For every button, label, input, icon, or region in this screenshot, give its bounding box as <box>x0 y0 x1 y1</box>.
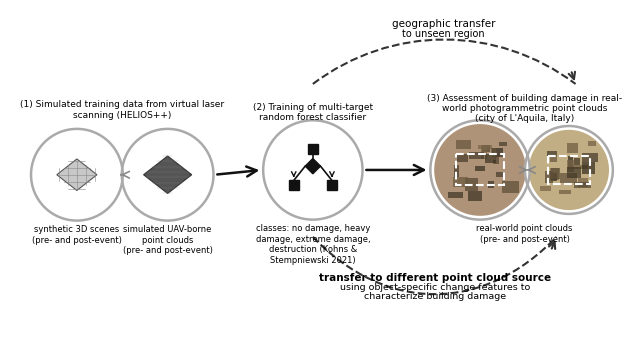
Circle shape <box>434 124 526 216</box>
Bar <box>493 154 499 164</box>
Bar <box>477 145 492 149</box>
Text: characterize building damage: characterize building damage <box>364 292 506 301</box>
Bar <box>456 140 471 149</box>
Bar <box>491 148 496 160</box>
Bar <box>560 173 577 184</box>
Text: geographic transfer: geographic transfer <box>392 19 495 29</box>
Bar <box>547 151 557 156</box>
Bar <box>582 162 595 174</box>
Bar <box>469 152 484 159</box>
Text: (2) Training of multi-target
random forest classifier: (2) Training of multi-target random fore… <box>253 103 373 122</box>
Bar <box>567 160 575 172</box>
Bar <box>488 181 494 188</box>
Bar <box>582 153 598 162</box>
Bar <box>579 178 588 187</box>
Bar <box>482 145 490 152</box>
Polygon shape <box>305 159 321 174</box>
Bar <box>484 154 496 164</box>
Bar <box>492 148 503 158</box>
Bar <box>468 191 482 200</box>
Text: (1) Simulated training data from virtual laser
scanning (HELIOS++): (1) Simulated training data from virtual… <box>20 100 224 120</box>
Bar <box>567 143 578 152</box>
Bar <box>574 159 580 165</box>
Bar <box>588 141 596 146</box>
Text: using object-specific change features to: using object-specific change features to <box>340 283 531 292</box>
Polygon shape <box>57 159 97 191</box>
Bar <box>567 167 580 178</box>
Bar <box>551 168 561 179</box>
Bar <box>327 180 337 190</box>
Text: classes: no damage, heavy
damage, extreme damage,
destruction (Kohns &
Stempniew: classes: no damage, heavy damage, extrem… <box>255 224 370 265</box>
Bar <box>454 165 459 177</box>
Bar <box>559 190 571 194</box>
Bar <box>457 154 468 162</box>
Bar <box>550 173 557 181</box>
Text: real-world point clouds
(pre- and post-event): real-world point clouds (pre- and post-e… <box>476 224 573 244</box>
Bar <box>575 182 591 188</box>
Bar <box>308 144 317 154</box>
Text: transfer to different point cloud source: transfer to different point cloud source <box>319 273 551 283</box>
Bar <box>289 180 298 190</box>
Bar <box>548 156 590 184</box>
Text: simulated UAV-borne
point clouds
(pre- and post-event): simulated UAV-borne point clouds (pre- a… <box>123 225 212 255</box>
Circle shape <box>529 130 609 210</box>
Bar <box>454 177 468 187</box>
Bar <box>568 155 573 169</box>
Bar <box>481 146 487 159</box>
Bar <box>502 181 518 193</box>
Bar <box>475 167 485 171</box>
Text: synthetic 3D scenes
(pre- and post-event): synthetic 3D scenes (pre- and post-event… <box>32 225 122 245</box>
Bar <box>550 169 559 180</box>
Bar <box>573 165 588 169</box>
Text: to unseen region: to unseen region <box>403 29 485 39</box>
Bar <box>456 154 504 186</box>
Bar <box>540 186 552 191</box>
Bar <box>550 155 557 162</box>
Bar <box>448 192 463 198</box>
Text: (3) Assessment of building damage in real-
world photogrammetric point clouds
(c: (3) Assessment of building damage in rea… <box>428 94 623 123</box>
Bar <box>465 178 478 191</box>
Bar <box>499 142 507 146</box>
Bar <box>496 172 505 177</box>
Bar <box>545 171 552 183</box>
Polygon shape <box>143 156 192 193</box>
